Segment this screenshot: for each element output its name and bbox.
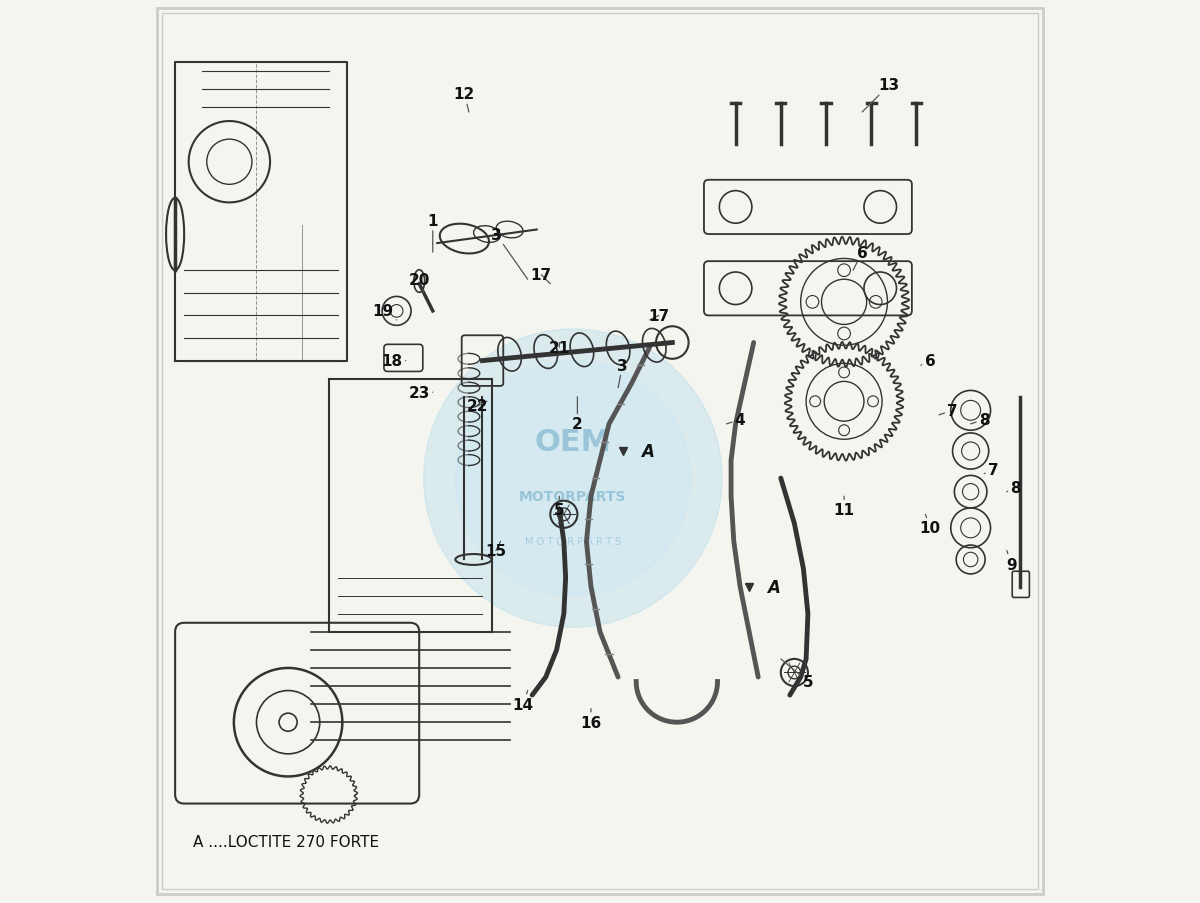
Text: 22: 22 [467, 399, 488, 414]
Text: 11: 11 [834, 497, 854, 517]
Text: A: A [641, 442, 654, 461]
Text: M O T O R P A R T S: M O T O R P A R T S [524, 536, 620, 547]
Text: MOTORPARTS: MOTORPARTS [520, 489, 626, 504]
Text: 13: 13 [862, 79, 900, 113]
Text: 7: 7 [940, 404, 958, 418]
Text: 17: 17 [648, 309, 670, 323]
Text: 16: 16 [581, 709, 601, 730]
Text: 1: 1 [427, 214, 438, 253]
Text: 8: 8 [1007, 480, 1021, 495]
Text: 21: 21 [548, 340, 570, 355]
Text: 6: 6 [920, 354, 935, 368]
Text: 12: 12 [454, 88, 475, 113]
Text: 3: 3 [617, 358, 628, 388]
Text: 3: 3 [491, 228, 528, 280]
Circle shape [424, 330, 722, 628]
Text: 19: 19 [372, 304, 397, 321]
Text: 23: 23 [408, 386, 433, 400]
Circle shape [455, 361, 690, 596]
Text: 7: 7 [984, 462, 998, 477]
Text: 5: 5 [781, 659, 814, 689]
Text: 6: 6 [853, 246, 868, 271]
Text: 10: 10 [919, 515, 941, 535]
Text: 2: 2 [572, 397, 583, 432]
Text: 5: 5 [554, 497, 565, 517]
Text: 18: 18 [382, 354, 406, 368]
Text: 20: 20 [408, 273, 430, 293]
Text: 8: 8 [971, 413, 990, 427]
Text: 4: 4 [726, 413, 745, 427]
Text: 17: 17 [530, 268, 552, 284]
Text: OEM: OEM [534, 428, 611, 457]
Text: 14: 14 [512, 691, 534, 712]
Text: 15: 15 [486, 542, 506, 558]
Text: A: A [767, 578, 780, 596]
Text: 9: 9 [1006, 551, 1016, 572]
Text: A ....LOCTITE 270 FORTE: A ....LOCTITE 270 FORTE [193, 833, 379, 849]
